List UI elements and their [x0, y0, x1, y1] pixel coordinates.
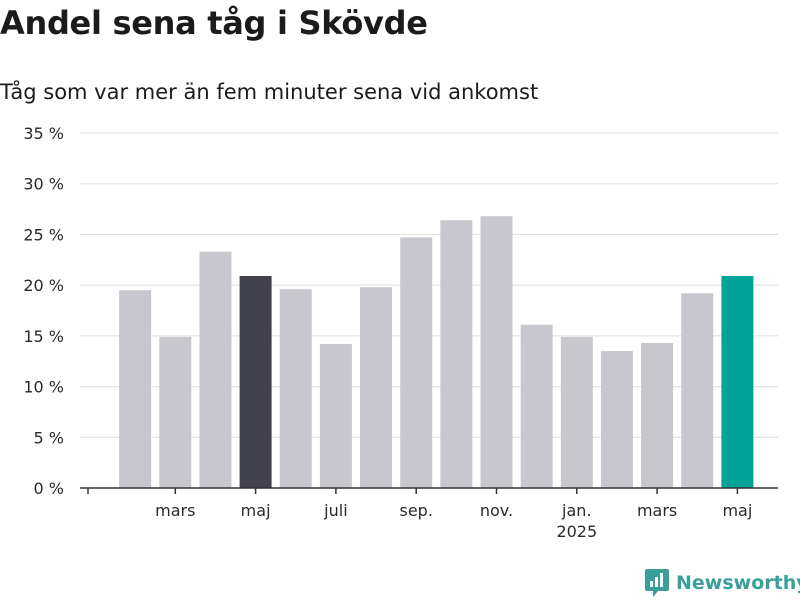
bar	[600, 351, 633, 488]
x-tick-label: mars	[637, 501, 677, 520]
y-tick-label: 15 %	[23, 327, 64, 346]
chart-title: Andel sena tåg i Skövde	[0, 4, 428, 42]
bar	[400, 237, 433, 488]
bar	[360, 287, 393, 488]
x-tick-label: nov.	[480, 501, 513, 520]
x-tick-label: jan.	[561, 501, 591, 520]
y-tick-label: 35 %	[23, 124, 64, 143]
bar	[199, 251, 232, 488]
bar	[721, 276, 754, 488]
x-tick-label: maj	[722, 501, 752, 520]
bar	[239, 276, 272, 488]
newsworthy-logo-icon	[645, 569, 669, 597]
y-tick-label: 30 %	[23, 175, 64, 194]
bar	[319, 343, 352, 488]
y-tick-label: 0 %	[34, 479, 64, 498]
bar-chart: 0 % 5 % 10 % 15 % 20 % 25 % 30 % 35 % mars maj ju…	[23, 124, 778, 541]
bar	[440, 220, 473, 488]
bar	[520, 324, 553, 488]
brand-name: Newsworthy	[676, 572, 800, 594]
bar	[279, 289, 312, 488]
chart-subtitle: Tåg som var mer än fem minuter sena vid …	[0, 80, 539, 104]
y-tick-label: 25 %	[23, 225, 64, 244]
y-tick-label: 5 %	[34, 428, 64, 447]
bar	[641, 342, 674, 488]
y-tick-label: 10 %	[23, 378, 64, 397]
y-tick-label: 20 %	[23, 276, 64, 295]
x-axis-ticks: mars maj juli sep. nov. jan. 2025 mars maj	[87, 488, 752, 541]
bar	[480, 216, 513, 488]
bar	[159, 336, 192, 488]
x-tick-label: maj	[241, 501, 271, 520]
bar	[119, 290, 152, 488]
x-tick-label: juli	[323, 501, 347, 520]
x-tick-label: mars	[155, 501, 195, 520]
x-tick-year-label: 2025	[556, 522, 597, 541]
bar	[681, 293, 714, 488]
bars	[119, 216, 754, 488]
y-axis-ticks: 0 % 5 % 10 % 15 % 20 % 25 % 30 % 35 %	[23, 124, 64, 498]
brand: Newsworthy	[644, 568, 800, 598]
bar	[560, 336, 593, 488]
x-tick-label: sep.	[399, 501, 432, 520]
